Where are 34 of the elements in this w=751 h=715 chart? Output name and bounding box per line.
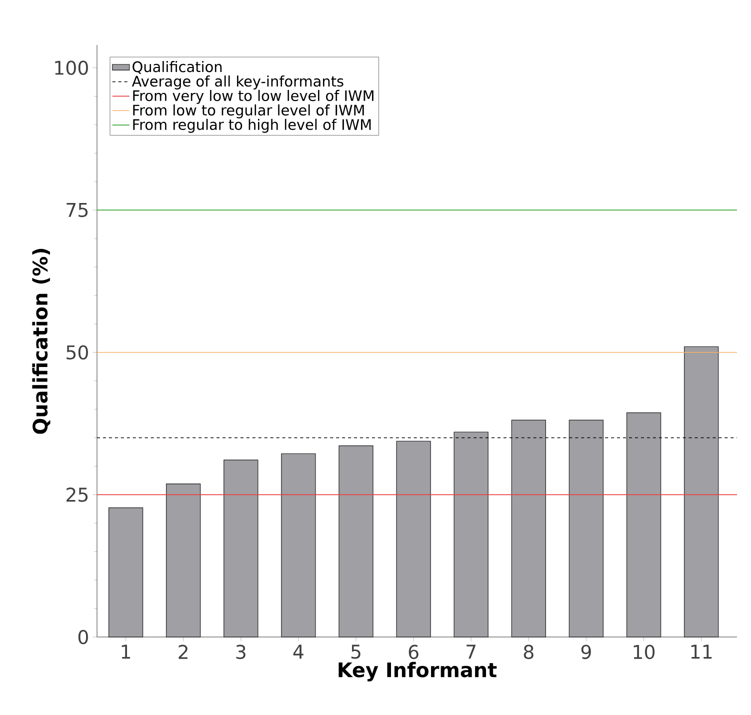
x-tick-label: 4: [293, 644, 304, 659]
bar: [281, 453, 316, 638]
legend-label: From very low to low level of IWM: [133, 90, 374, 104]
x-tick-label: 6: [408, 644, 418, 660]
x-tick-label: 9: [581, 644, 591, 660]
y-axis-title: Qualification (%): [32, 248, 50, 434]
x-tick-label: 5: [351, 644, 360, 659]
bar: [224, 460, 258, 638]
x-tick-label: 1: [122, 644, 130, 659]
bar: [166, 484, 201, 638]
bar: [396, 440, 431, 638]
bar: [568, 420, 604, 638]
legend-label: Average of all key-informants: [132, 75, 344, 90]
legend-label: From regular to high level of IWM: [133, 118, 371, 133]
y-tick-label: 75: [66, 203, 88, 218]
x-tick-label: 8: [524, 644, 534, 660]
y-tick-label: 25: [66, 488, 88, 502]
y-tick-label: 100: [55, 60, 88, 75]
bar: [454, 432, 488, 638]
x-tick-label: 11: [691, 644, 712, 659]
x-tick-label: 10: [634, 644, 655, 660]
y-tick-label: 0: [78, 630, 88, 644]
x-axis-title: Key Informant: [338, 662, 497, 682]
y-tick-label: 50: [66, 345, 88, 360]
x-tick-label: 7: [466, 644, 476, 659]
bar: [338, 445, 374, 638]
legend-label: From low to regular level of IWM: [133, 104, 364, 118]
bar: [684, 346, 719, 638]
bar: [108, 507, 144, 638]
x-tick-label: 3: [236, 644, 246, 660]
x-tick-label: 2: [178, 644, 188, 659]
legend-label: Qualification: [132, 61, 222, 74]
bar: [626, 412, 662, 638]
bar: [511, 420, 546, 638]
